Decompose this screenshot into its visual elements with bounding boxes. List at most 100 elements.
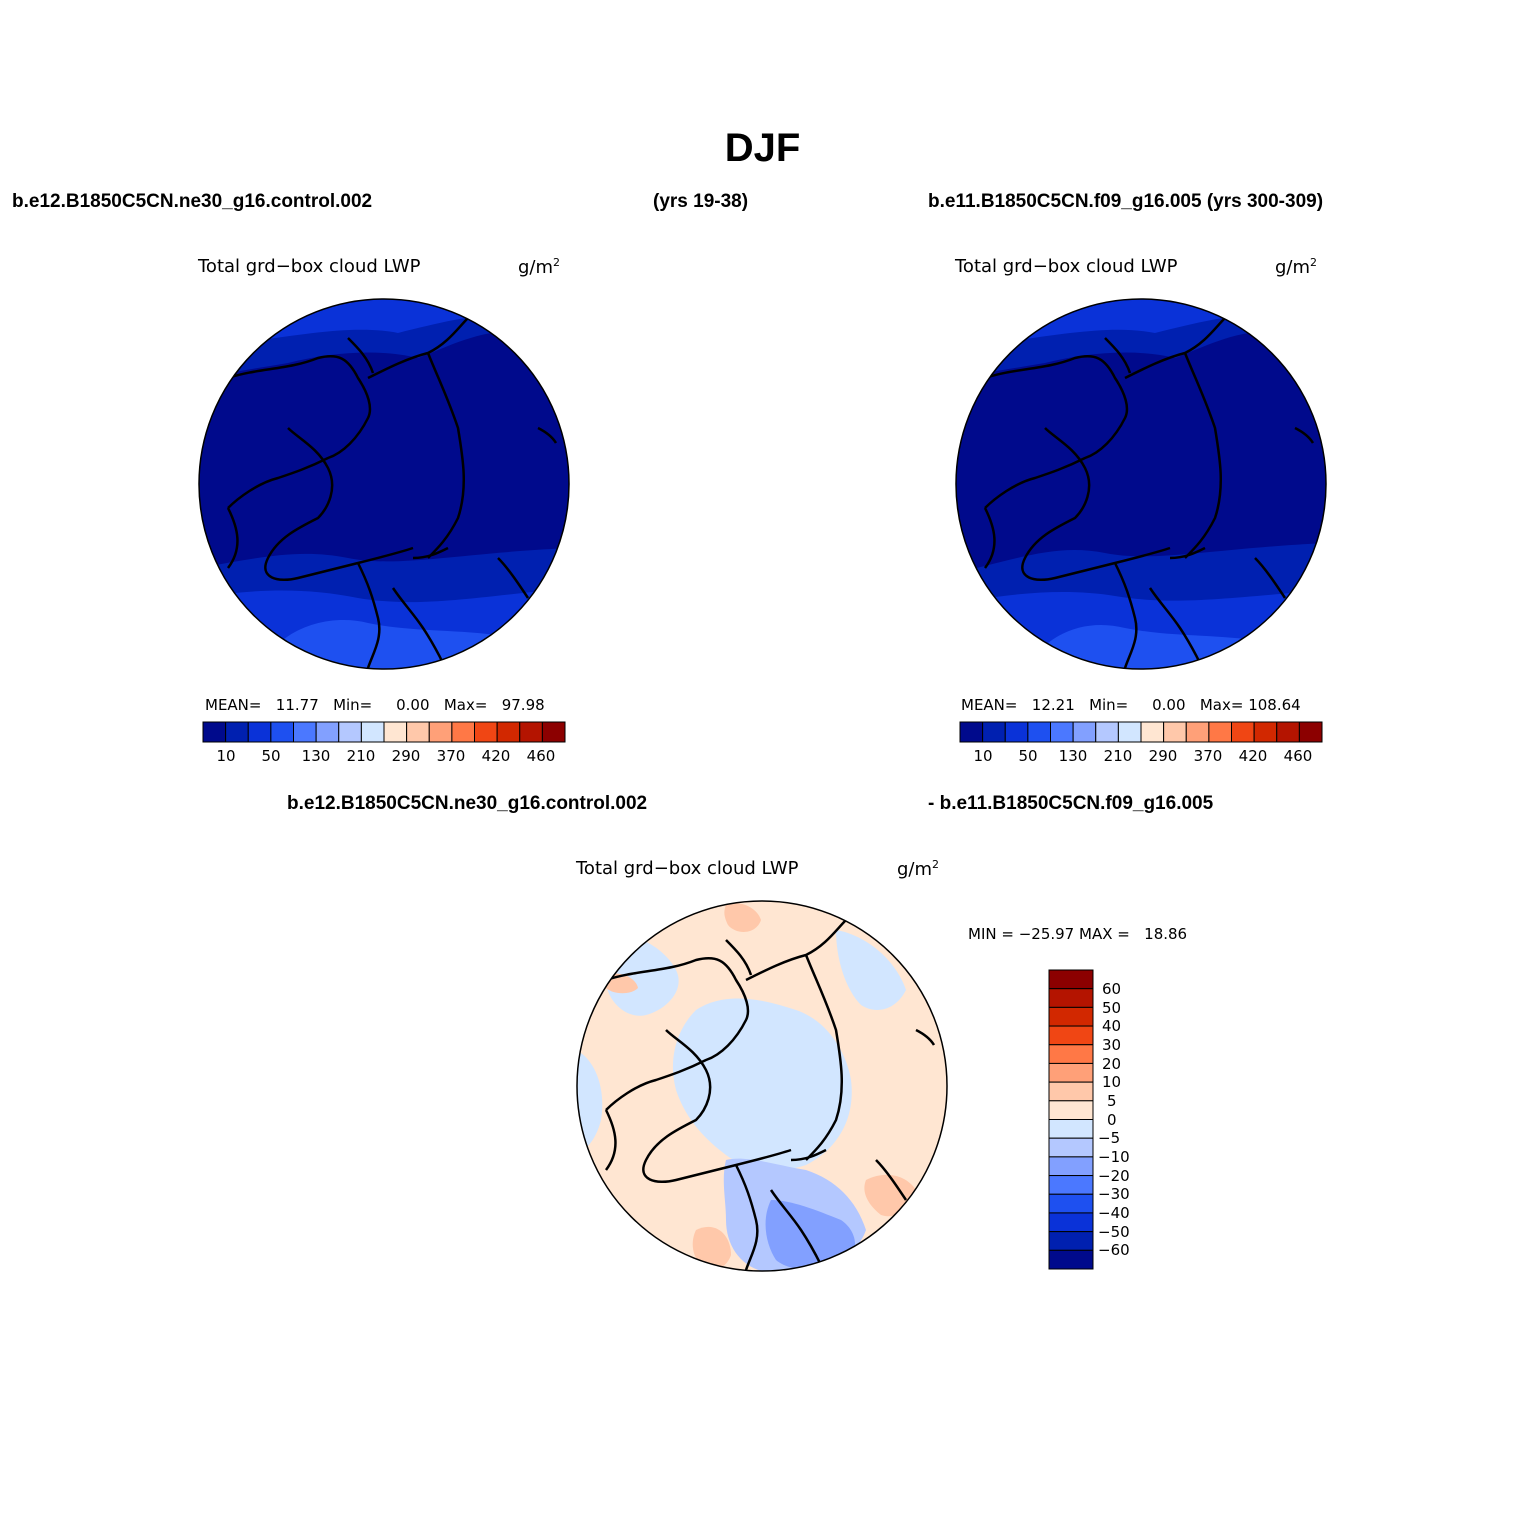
- colorbar-swatch: [1298, 721, 1323, 743]
- colorbar-label: 370: [1193, 747, 1223, 765]
- colorbar-swatch: [1048, 1100, 1094, 1120]
- colorbar-label: 60: [1102, 980, 1122, 998]
- diff-negative-strong: [765, 1200, 856, 1271]
- panel1-colorbar-labels: 10 50 130 210 290 370 420 460: [203, 747, 565, 767]
- panel1-map: [198, 298, 570, 670]
- colorbar-swatch: [1231, 721, 1255, 743]
- colorbar-swatch: [293, 721, 317, 743]
- colorbar-label: 30: [1102, 1036, 1122, 1054]
- colorbar-swatch: [496, 721, 521, 743]
- coastlines: [604, 919, 936, 1271]
- colorbar-swatch: [1048, 1231, 1094, 1251]
- colorbar-swatch: [1048, 1137, 1094, 1158]
- diff-negative-region: [836, 930, 906, 1010]
- colorbar-swatch: [1048, 1249, 1094, 1270]
- colorbar-label: 210: [346, 747, 376, 765]
- colorbar-swatch: [519, 721, 543, 743]
- colorbar-label: 20: [1102, 1055, 1122, 1073]
- colorbar-swatch: [1048, 1156, 1094, 1177]
- colorbar-swatch: [1048, 1175, 1094, 1195]
- colorbar-swatch: [1185, 721, 1210, 743]
- colorbar-swatch: [360, 721, 385, 743]
- diff-units: g/m2: [897, 858, 940, 880]
- colorbar-swatch: [1027, 721, 1052, 743]
- left-case-title: b.e12.B1850C5CN.ne30_g16.control.002: [12, 191, 373, 212]
- colorbar-swatch: [383, 721, 408, 743]
- diff-variable: Total grd−box cloud LWP: [576, 858, 799, 879]
- colorbar-swatch: [1048, 1119, 1094, 1139]
- colorbar-label: 10: [1102, 1073, 1122, 1091]
- colorbar-swatch: [1163, 721, 1187, 743]
- colorbar-swatch: [1140, 721, 1165, 743]
- colorbar-label: 10: [216, 747, 236, 765]
- colorbar-label: −5: [1098, 1129, 1121, 1147]
- colorbar-swatch: [959, 721, 984, 743]
- panel2-stats: MEAN= 12.21 Min= 0.00 Max= 108.64: [961, 696, 1301, 714]
- colorbar-swatch: [1048, 1044, 1094, 1064]
- colorbar-label: 420: [1238, 747, 1268, 765]
- colorbar-swatch: [1095, 721, 1119, 743]
- right-case-title: b.e11.B1850C5CN.f09_g16.005 (yrs 300-309…: [928, 191, 1324, 212]
- colorbar-swatch: [1048, 1081, 1094, 1102]
- colorbar-swatch: [474, 721, 498, 743]
- colorbar-swatch: [338, 721, 362, 743]
- colorbar-swatch: [1048, 969, 1094, 990]
- colorbar-swatch: [1117, 721, 1142, 743]
- colorbar-swatch: [1048, 1025, 1094, 1046]
- left-years: (yrs 19-38): [653, 191, 749, 212]
- panel1-colorbar: [202, 721, 566, 743]
- colorbar-label: 420: [481, 747, 511, 765]
- diff-negative-region: [672, 998, 852, 1171]
- colorbar-swatch: [1276, 721, 1300, 743]
- colorbar-swatch: [202, 721, 227, 743]
- colorbar-swatch: [451, 721, 476, 743]
- colorbar-swatch: [428, 721, 453, 743]
- colorbar-swatch: [982, 721, 1006, 743]
- colorbar-swatch: [315, 721, 340, 743]
- colorbar-label: 460: [1283, 747, 1313, 765]
- colorbar-label: 50: [1018, 747, 1038, 765]
- colorbar-label: 290: [391, 747, 421, 765]
- colorbar-label: 50: [261, 747, 281, 765]
- colorbar-label: 5: [1107, 1092, 1117, 1110]
- diff-positive-region: [692, 1226, 731, 1270]
- panel2-map: [955, 298, 1327, 670]
- colorbar-swatch: [1004, 721, 1029, 743]
- panel2-colorbar-labels: 10 50 130 210 290 370 420 460: [960, 747, 1322, 767]
- colorbar-swatch: [1072, 721, 1097, 743]
- diff-positive-region: [724, 903, 761, 932]
- colorbar-label: −40: [1098, 1204, 1130, 1222]
- colorbar-swatch: [270, 721, 295, 743]
- panel2-units: g/m2: [1275, 256, 1318, 278]
- colorbar-label: 210: [1103, 747, 1133, 765]
- panel2-colorbar: [959, 721, 1323, 743]
- diff-left-title: b.e12.B1850C5CN.ne30_g16.control.002: [287, 793, 648, 814]
- page-title: DJF: [724, 126, 801, 170]
- colorbar-label: 130: [301, 747, 331, 765]
- colorbar-label: 0: [1107, 1111, 1117, 1129]
- colorbar-swatch: [1208, 721, 1233, 743]
- colorbar-label: 10: [973, 747, 993, 765]
- colorbar-swatch: [1050, 721, 1074, 743]
- panel1-units: g/m2: [518, 256, 561, 278]
- colorbar-label: −30: [1098, 1185, 1130, 1203]
- colorbar-swatch: [1253, 721, 1278, 743]
- colorbar-label: 290: [1148, 747, 1178, 765]
- colorbar-swatch: [541, 721, 566, 743]
- colorbar-label: −10: [1098, 1148, 1130, 1166]
- colorbar-label: 50: [1102, 999, 1122, 1017]
- diff-right-title: - b.e11.B1850C5CN.f09_g16.005: [928, 793, 1214, 814]
- colorbar-swatch: [1048, 1193, 1094, 1214]
- colorbar-label: 460: [526, 747, 556, 765]
- colorbar-swatch: [406, 721, 430, 743]
- colorbar-label: 370: [436, 747, 466, 765]
- colorbar-swatch: [247, 721, 272, 743]
- colorbar-label: −20: [1098, 1167, 1130, 1185]
- colorbar-swatch: [1048, 988, 1094, 1008]
- panel1-variable: Total grd−box cloud LWP: [198, 256, 421, 277]
- diff-map: [576, 900, 948, 1272]
- colorbar-label: −50: [1098, 1223, 1130, 1241]
- colorbar-swatch: [1048, 1212, 1094, 1233]
- colorbar-swatch: [1048, 1062, 1094, 1083]
- coastlines: [226, 317, 558, 669]
